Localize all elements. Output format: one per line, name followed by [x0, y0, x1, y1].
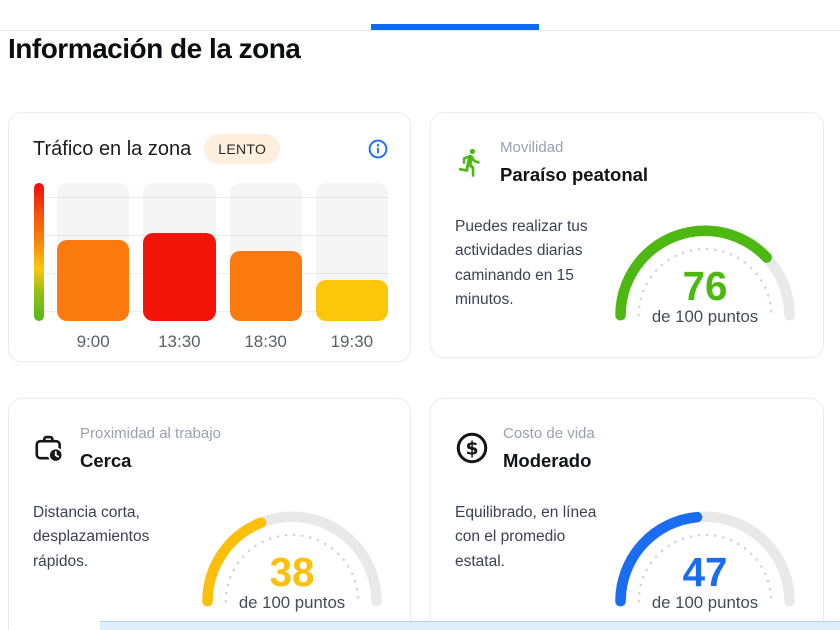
page-title: Información de la zona — [8, 33, 301, 64]
svg-text:$: $ — [465, 439, 478, 460]
metric-value-label: Moderado — [503, 450, 592, 471]
traffic-chart-column: 19:30 — [315, 183, 388, 352]
score-gauge: 38 de 100 puntos — [202, 511, 382, 612]
info-icon[interactable] — [368, 139, 388, 159]
score-max-label: de 100 puntos — [652, 307, 758, 326]
traffic-status-badge: LENTO — [204, 134, 281, 164]
traffic-chart-columns: 9:00 13:30 18:30 19:30 — [57, 183, 388, 352]
proximidad-trabajo-card: Proximidad al trabajo Cerca Distancia co… — [8, 398, 411, 630]
metric-description: Equilibrado, en línea con el promedio es… — [455, 503, 597, 570]
score-gauge: 47 de 100 puntos — [615, 511, 795, 612]
metric-card-body: Equilibrado, en línea con el promedio es… — [431, 474, 823, 613]
score-value: 76 — [683, 263, 728, 309]
traffic-chart-column: 18:30 — [229, 183, 302, 352]
traffic-bar-track — [57, 183, 130, 321]
metric-value-label: Paraíso peatonal — [500, 164, 649, 185]
traffic-chart: 9:00 13:30 18:30 19:30 — [34, 183, 388, 352]
briefcase-clock-icon — [33, 432, 66, 465]
traffic-bar-track — [229, 183, 302, 321]
metric-card-header: Movilidad Paraíso peatonal — [431, 113, 823, 188]
traffic-card-header: Tráfico en la zona LENTO — [9, 113, 410, 164]
traffic-intensity-gradient-legend — [34, 183, 44, 321]
traffic-time-label: 18:30 — [244, 332, 287, 351]
running-person-icon — [455, 147, 486, 178]
traffic-bar-track — [315, 183, 388, 321]
dollar-circle-icon: $ — [455, 431, 489, 465]
score-gauge: 76 de 100 puntos — [615, 225, 795, 326]
metric-description: Puedes realizar tus actividades diarias … — [455, 217, 588, 309]
bottom-section-edge — [100, 621, 840, 630]
movilidad-card: Movilidad Paraíso peatonal Puedes realiz… — [430, 112, 824, 358]
traffic-bar — [229, 250, 302, 321]
score-value: 47 — [683, 549, 728, 595]
active-tab-indicator — [371, 24, 539, 30]
metric-card-body: Distancia corta, desplazamientos rápidos… — [9, 474, 410, 613]
metric-category-label: Costo de vida — [503, 425, 595, 442]
traffic-bar — [143, 232, 216, 321]
traffic-card: Tráfico en la zona LENTO 9:00 13:30 18:30 1… — [8, 112, 411, 362]
traffic-bar — [315, 279, 388, 321]
score-max-label: de 100 puntos — [652, 593, 758, 612]
traffic-chart-column: 9:00 — [57, 183, 130, 352]
traffic-chart-column: 13:30 — [143, 183, 216, 352]
costo-de-vida-card: $ Costo de vida Moderado Equilibrado, en… — [430, 398, 824, 630]
traffic-bar — [57, 239, 130, 321]
metric-value-label: Cerca — [80, 450, 132, 471]
metric-category-label: Movilidad — [500, 139, 564, 156]
traffic-time-label: 9:00 — [76, 332, 110, 351]
header-divider — [0, 30, 840, 31]
traffic-chart-body: 9:00 13:30 18:30 19:30 — [34, 183, 388, 352]
score-value: 38 — [270, 549, 315, 595]
traffic-card-title: Tráfico en la zona — [33, 137, 192, 160]
traffic-time-label: 13:30 — [158, 332, 201, 351]
metric-description: Distancia corta, desplazamientos rápidos… — [33, 503, 150, 570]
metric-card-header: $ Costo de vida Moderado — [431, 399, 823, 474]
metric-card-header: Proximidad al trabajo Cerca — [9, 399, 410, 474]
score-max-label: de 100 puntos — [239, 593, 345, 612]
metric-card-body: Puedes realizar tus actividades diarias … — [431, 188, 823, 327]
traffic-bar-track — [143, 183, 216, 321]
metric-category-label: Proximidad al trabajo — [80, 425, 221, 442]
traffic-time-label: 19:30 — [330, 332, 374, 351]
